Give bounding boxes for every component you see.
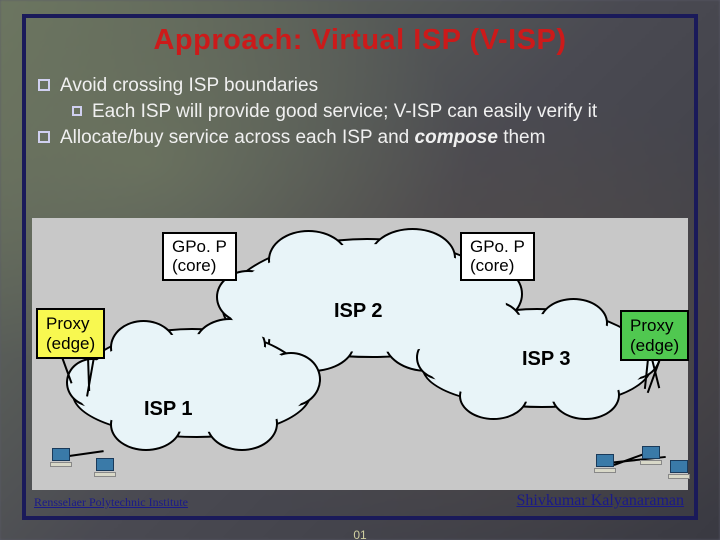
bullet-1: Avoid crossing ISP boundaries <box>38 74 680 98</box>
isp-label: ISP 1 <box>144 398 193 421</box>
bullet-1-text: Avoid crossing ISP boundaries <box>60 74 680 98</box>
bullet-list: Avoid crossing ISP boundaries Each ISP w… <box>38 74 680 151</box>
footer-institute: Rensselaer Polytechnic Institute <box>34 495 188 510</box>
proxy-box: Proxy(edge) <box>36 308 105 359</box>
computer-icon <box>50 448 72 468</box>
bullet-2-pre: Allocate/buy service across each ISP and <box>60 127 415 148</box>
isp-label: ISP 2 <box>334 300 383 323</box>
bullet-2: Allocate/buy service across each ISP and… <box>38 126 680 150</box>
proxy-box: Proxy(edge) <box>620 310 689 361</box>
bullet-2-em: compose <box>415 127 498 148</box>
bullet-1a: Each ISP will provide good service; V-IS… <box>72 100 680 124</box>
computer-icon <box>594 454 616 474</box>
computer-icon <box>640 446 662 466</box>
gpop-box: GPo. P(core) <box>162 232 237 281</box>
bullet-2-text: Allocate/buy service across each ISP and… <box>60 126 680 150</box>
slide-frame: Approach: Virtual ISP (V-ISP) Avoid cros… <box>22 14 698 520</box>
slide-title: Approach: Virtual ISP (V-ISP) <box>26 24 694 57</box>
bullet-marker <box>72 106 82 116</box>
computer-icon <box>94 458 116 478</box>
bullet-1a-text: Each ISP will provide good service; V-IS… <box>92 100 680 124</box>
bullet-2-post: them <box>498 127 546 148</box>
page-number: 01 <box>353 528 366 540</box>
isp-label: ISP 3 <box>522 348 571 371</box>
bullet-marker <box>38 79 50 91</box>
gpop-box: GPo. P(core) <box>460 232 535 281</box>
bullet-marker <box>38 131 50 143</box>
computer-icon <box>668 460 690 480</box>
diagram-area: ISP 2 ISP 3 ISP 1 GPo. P(core) GPo. P(core) P… <box>32 218 688 490</box>
footer-author: Shivkumar Kalyanaraman <box>517 492 685 510</box>
